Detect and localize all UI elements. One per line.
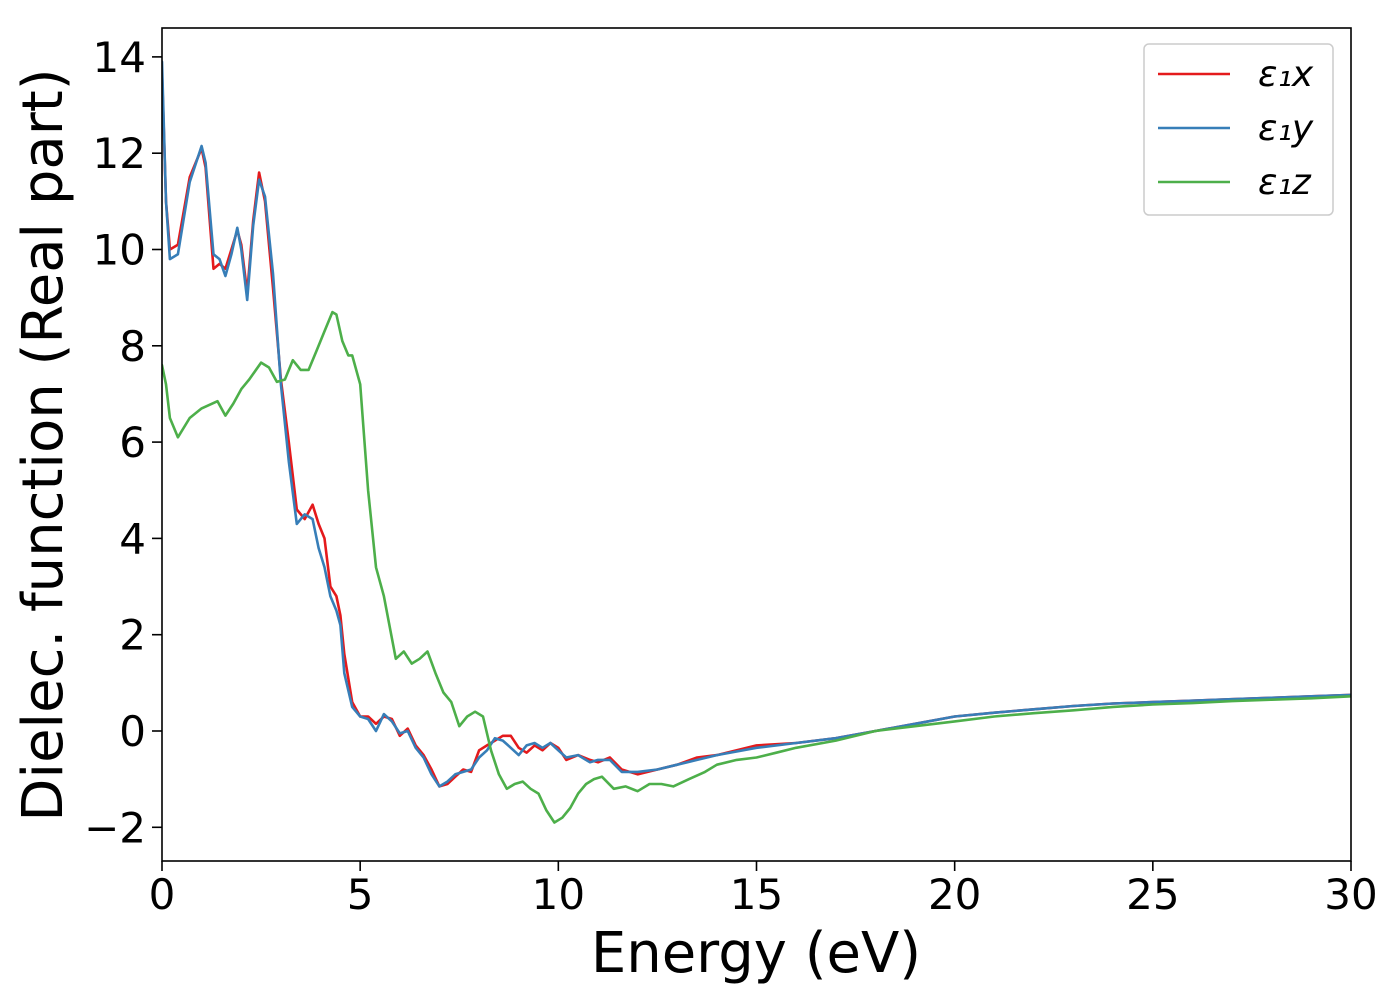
series-line-3 [162, 310, 1351, 824]
legend-label-3: ε₁z [1258, 162, 1312, 203]
y-tick-label: −2 [84, 803, 146, 852]
y-axis: −2 0 2 4 6 8 10 12 14 [84, 33, 162, 852]
y-tick-label: 2 [119, 611, 146, 660]
y-tick-label: 6 [119, 418, 146, 467]
series-line-2 [162, 60, 1351, 788]
y-tick-label: 8 [119, 322, 146, 371]
x-tick-label: 25 [1126, 870, 1179, 919]
y-tick-label: 14 [93, 33, 146, 82]
x-tick-label: 0 [149, 870, 176, 919]
x-tick-label: 15 [730, 870, 783, 919]
legend-label-2: ε₁y [1258, 108, 1314, 149]
x-tick-label: 5 [347, 870, 374, 919]
legend-label-1: ε₁x [1258, 54, 1314, 95]
y-tick-label: 10 [93, 225, 146, 274]
x-axis-label: Energy (eV) [591, 921, 921, 986]
x-axis: 0 5 10 15 20 25 30 [149, 861, 1378, 919]
x-tick-label: 10 [532, 870, 585, 919]
legend-box [1143, 43, 1334, 216]
y-axis-label: Dielec. function (Real part) [11, 68, 76, 821]
legend: ε₁x ε₁y ε₁z [1143, 43, 1334, 216]
y-tick-label: 0 [119, 707, 146, 756]
x-tick-label: 20 [928, 870, 981, 919]
y-tick-label: 4 [119, 514, 146, 563]
y-tick-label: 12 [93, 129, 146, 178]
series-layer [162, 60, 1351, 824]
x-tick-label: 30 [1324, 870, 1377, 919]
